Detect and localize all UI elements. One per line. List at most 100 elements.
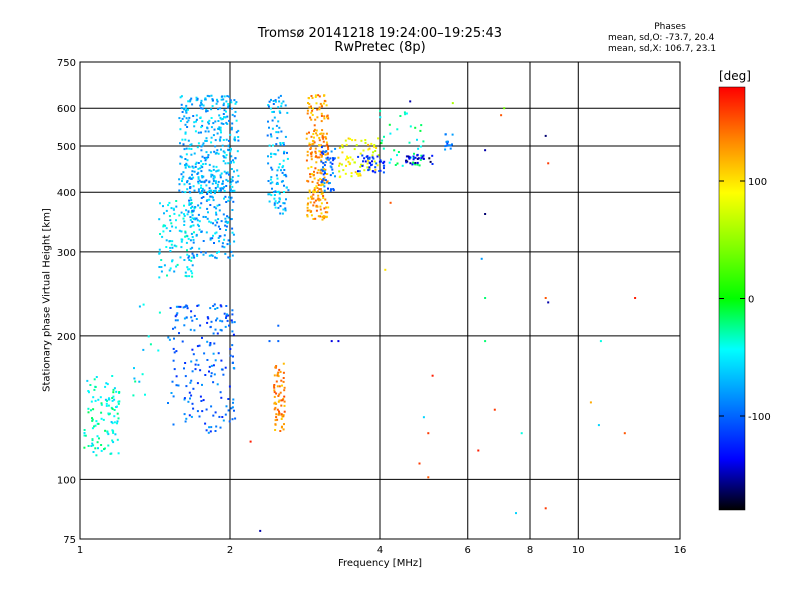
data-point bbox=[194, 363, 197, 366]
data-point bbox=[268, 126, 270, 129]
data-point bbox=[142, 303, 145, 306]
data-point bbox=[210, 254, 213, 257]
data-point bbox=[233, 99, 236, 102]
data-point bbox=[330, 188, 332, 191]
data-point bbox=[214, 219, 217, 222]
data-point bbox=[347, 137, 350, 140]
data-point bbox=[227, 409, 230, 412]
data-point bbox=[107, 412, 110, 415]
data-point bbox=[205, 408, 208, 411]
data-point bbox=[273, 197, 276, 200]
data-point bbox=[589, 401, 592, 404]
data-point bbox=[225, 305, 228, 307]
data-point bbox=[268, 144, 271, 147]
data-point bbox=[219, 139, 222, 142]
data-point bbox=[218, 114, 221, 117]
data-point bbox=[271, 187, 273, 190]
data-point bbox=[94, 386, 97, 388]
data-point bbox=[324, 153, 327, 156]
data-point bbox=[222, 180, 224, 183]
data-point bbox=[416, 161, 419, 164]
data-point bbox=[182, 143, 185, 146]
data-point bbox=[175, 384, 178, 387]
data-point bbox=[267, 155, 269, 158]
data-point bbox=[158, 276, 161, 279]
data-point bbox=[354, 171, 357, 174]
data-point bbox=[332, 188, 335, 190]
data-point bbox=[214, 180, 217, 183]
data-point bbox=[317, 169, 320, 172]
data-point bbox=[188, 255, 191, 258]
data-point bbox=[311, 151, 313, 154]
data-point bbox=[360, 139, 363, 142]
data-point bbox=[206, 359, 209, 361]
data-point bbox=[484, 149, 487, 152]
data-point bbox=[225, 405, 228, 408]
data-point bbox=[212, 332, 215, 335]
data-point bbox=[409, 162, 412, 165]
y-tick-label: 75 bbox=[63, 535, 76, 546]
data-point bbox=[515, 512, 517, 515]
data-point bbox=[206, 199, 209, 202]
data-point bbox=[306, 179, 309, 182]
data-point bbox=[185, 316, 188, 319]
data-point bbox=[226, 180, 229, 183]
data-point bbox=[195, 217, 198, 220]
data-point bbox=[321, 218, 324, 221]
data-point bbox=[174, 226, 177, 229]
data-point bbox=[321, 151, 323, 154]
data-point bbox=[163, 212, 165, 215]
data-point bbox=[311, 97, 314, 99]
data-point bbox=[210, 94, 213, 97]
data-point bbox=[184, 274, 187, 277]
data-point bbox=[186, 266, 189, 269]
data-point bbox=[223, 234, 226, 237]
data-point bbox=[207, 317, 210, 320]
data-point bbox=[199, 369, 202, 372]
data-point bbox=[220, 98, 223, 101]
data-point bbox=[194, 130, 197, 133]
data-point bbox=[215, 425, 218, 428]
data-point bbox=[273, 153, 276, 155]
data-point bbox=[114, 433, 117, 436]
data-point bbox=[221, 182, 224, 185]
data-point bbox=[281, 166, 284, 169]
data-point bbox=[100, 402, 103, 405]
data-point bbox=[332, 159, 335, 162]
data-point bbox=[329, 189, 332, 192]
data-point bbox=[174, 315, 177, 318]
data-point bbox=[194, 206, 197, 208]
data-point bbox=[116, 405, 118, 408]
data-point bbox=[380, 160, 383, 163]
data-point bbox=[105, 404, 108, 407]
data-point bbox=[345, 143, 348, 146]
data-point bbox=[310, 105, 312, 108]
data-point bbox=[200, 251, 203, 254]
data-point bbox=[105, 402, 108, 405]
data-point bbox=[282, 415, 285, 418]
data-point bbox=[484, 297, 487, 299]
data-point bbox=[209, 307, 212, 310]
data-point bbox=[206, 207, 209, 210]
data-point bbox=[186, 249, 188, 252]
data-point bbox=[209, 325, 212, 328]
data-point bbox=[419, 158, 422, 161]
data-point bbox=[278, 100, 281, 103]
data-point bbox=[208, 169, 211, 172]
data-point bbox=[249, 440, 252, 443]
data-point bbox=[184, 305, 187, 308]
data-point bbox=[313, 201, 316, 204]
data-point bbox=[110, 421, 113, 423]
data-point bbox=[267, 193, 270, 196]
data-point bbox=[106, 431, 109, 434]
data-point bbox=[421, 155, 424, 158]
data-point bbox=[225, 317, 227, 319]
data-point bbox=[309, 175, 312, 178]
data-point bbox=[382, 171, 385, 174]
data-point bbox=[234, 102, 237, 105]
data-point bbox=[224, 195, 227, 198]
data-point bbox=[220, 396, 223, 399]
data-point bbox=[183, 367, 185, 370]
data-point bbox=[361, 164, 364, 167]
data-point bbox=[278, 126, 281, 129]
